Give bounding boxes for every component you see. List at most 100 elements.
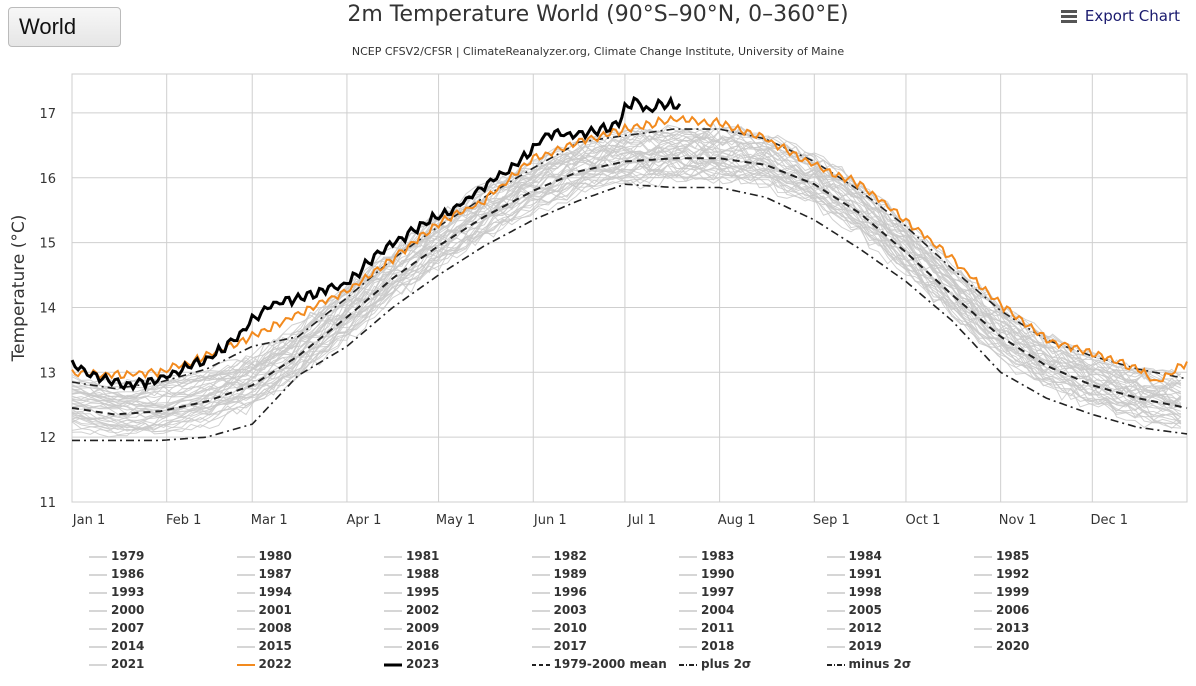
year-series-line <box>71 135 1182 407</box>
legend-swatch <box>679 664 697 666</box>
year-series-line <box>71 125 1182 395</box>
legend-swatch <box>974 628 992 630</box>
export-chart-button[interactable]: Export Chart <box>1060 7 1180 25</box>
legend-swatch <box>531 628 550 630</box>
legend-label: 2021 <box>111 657 145 671</box>
legend-swatch <box>531 574 550 576</box>
y-axis-title: Temperature (°C) <box>9 215 29 363</box>
legend-swatch <box>89 610 107 612</box>
legend-swatch <box>89 556 107 558</box>
year-series-line <box>71 122 1182 390</box>
legend-label: 1995 <box>406 585 440 599</box>
legend-label: 1993 <box>111 585 145 599</box>
x-tick-label: Nov 1 <box>999 513 1037 528</box>
legend-label: 2006 <box>996 603 1030 617</box>
legend-swatch <box>384 556 402 558</box>
legend-swatch <box>679 592 697 594</box>
legend-swatch <box>826 610 845 612</box>
chart-title: 2m Temperature World (90°S–90°N, 0–360°E… <box>347 2 849 27</box>
legend-swatch <box>89 574 107 576</box>
legend-label: 2005 <box>848 603 882 617</box>
x-tick-label: Aug 1 <box>718 513 756 528</box>
legend-swatch <box>384 646 402 648</box>
y-tick-label: 17 <box>39 107 56 122</box>
legend-label: 2004 <box>701 603 735 617</box>
mean-1979-2000-line <box>71 157 1188 416</box>
legend-label: 2019 <box>848 639 882 653</box>
legend-swatch <box>236 646 255 648</box>
legend-label: 1979 <box>111 549 145 563</box>
y-tick-label: 14 <box>39 301 56 316</box>
legend-label: 2011 <box>701 621 735 635</box>
legend-label: 1979-2000 mean <box>553 657 667 671</box>
legend-swatch <box>236 574 255 576</box>
legend-swatch <box>974 574 992 576</box>
legend-label: 2014 <box>111 639 145 653</box>
legend-label: 1994 <box>258 585 292 599</box>
export-chart-label: Export Chart <box>1084 7 1180 25</box>
x-tick-label: Mar 1 <box>251 513 288 528</box>
legend-swatch <box>236 628 255 630</box>
legend-swatch <box>89 628 107 630</box>
x-tick-label: Sep 1 <box>813 513 850 528</box>
chart-subtitle: NCEP CFSV2/CFSR | ClimateReanalyzer.org,… <box>351 45 845 58</box>
legend-label: 1998 <box>848 585 882 599</box>
x-tick-label: Jul 1 <box>627 513 656 528</box>
legend-swatch <box>531 646 550 648</box>
legend-label: 1981 <box>406 549 440 563</box>
legend-swatch <box>384 663 402 667</box>
legend-label: 1985 <box>996 549 1030 563</box>
legend-label: 2009 <box>406 621 440 635</box>
legend-label: 1984 <box>848 549 882 563</box>
year-series-line <box>71 140 1182 409</box>
legend-label: 2016 <box>406 639 440 653</box>
legend-swatch <box>384 628 402 630</box>
legend-label: 1997 <box>701 585 735 599</box>
plus-2sigma-line <box>71 128 1188 390</box>
x-tick-label: Jun 1 <box>533 513 567 528</box>
legend-label: 1980 <box>258 549 292 563</box>
series-2022-line <box>71 114 1188 383</box>
legend-label: 2023 <box>406 657 440 671</box>
legend-swatch <box>236 556 255 558</box>
legend-label: 1999 <box>996 585 1030 599</box>
legend-label: 2022 <box>258 657 292 671</box>
legend-label: 1986 <box>111 567 145 581</box>
legend-label: 1996 <box>553 585 587 599</box>
legend-swatch <box>974 610 992 612</box>
legend-swatch <box>236 610 255 612</box>
legend-label: 1982 <box>553 549 587 563</box>
legend-swatch <box>974 592 992 594</box>
legend-swatch <box>679 610 697 612</box>
legend-swatch <box>826 664 845 666</box>
region-select[interactable]: World <box>8 7 121 47</box>
legend-swatch <box>679 646 697 648</box>
legend-label: 2010 <box>553 621 587 635</box>
legend-label: 2007 <box>111 621 145 635</box>
legend-label: 2008 <box>258 621 292 635</box>
legend-label: 2017 <box>553 639 587 653</box>
year-series-line <box>71 126 1182 387</box>
legend-swatch <box>826 592 845 594</box>
y-tick-label: 16 <box>39 172 56 187</box>
legend-label: 2003 <box>553 603 587 617</box>
legend-label: 2001 <box>258 603 292 617</box>
legend-swatch <box>89 646 107 648</box>
y-tick-label: 11 <box>39 496 56 511</box>
x-tick-label: Feb 1 <box>166 513 201 528</box>
y-tick-label: 12 <box>39 431 56 446</box>
plot-area <box>71 73 1188 503</box>
legend-label: 2000 <box>111 603 145 617</box>
legend-swatch <box>89 664 107 666</box>
x-tick-label: Apr 1 <box>346 513 381 528</box>
legend-label: 2013 <box>996 621 1030 635</box>
series-2023-line <box>70 95 682 392</box>
legend-label: 1987 <box>258 567 292 581</box>
y-tick-label: 13 <box>39 366 56 381</box>
legend-label: 2015 <box>258 639 292 653</box>
legend-label: minus 2σ <box>848 657 912 671</box>
x-tick-label: Oct 1 <box>906 513 941 528</box>
legend-label: 2018 <box>701 639 735 653</box>
legend-swatch <box>679 628 697 630</box>
x-tick-label: May 1 <box>436 513 475 528</box>
